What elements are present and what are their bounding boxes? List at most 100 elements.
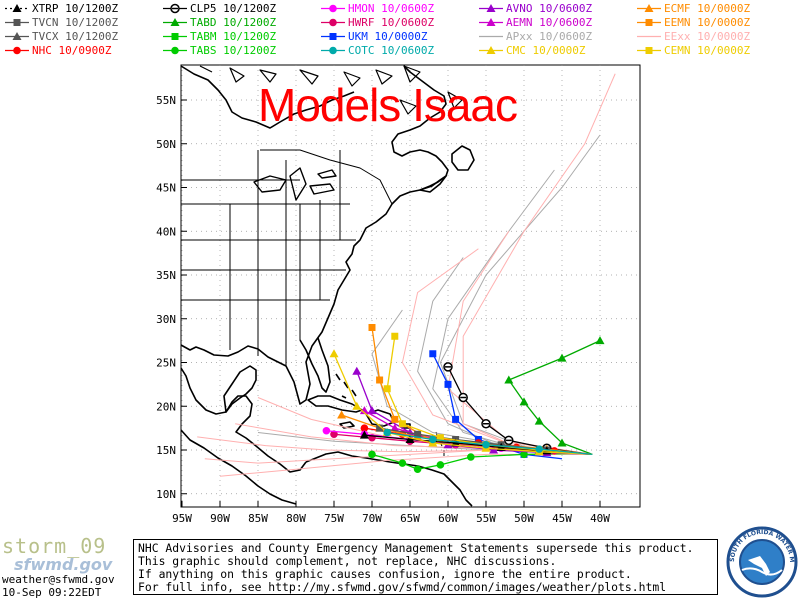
contact-email[interactable]: weather@sfwmd.gov: [2, 573, 115, 586]
track-point: [413, 465, 422, 474]
lon-label: 45W: [552, 512, 572, 525]
legend-label: EEMN 10/0000Z: [664, 16, 751, 29]
lon-label: 75W: [324, 512, 344, 525]
track-point: [444, 380, 452, 388]
legend-symbol: [163, 18, 187, 26]
lon-label: 65W: [400, 512, 420, 525]
legend-item: ECMF 10/0000Z: [636, 2, 750, 15]
timestamp: 10-Sep 09:22EDT: [2, 586, 102, 599]
track-point: [368, 450, 376, 459]
track-tabd: [504, 336, 605, 455]
lon-label: 60W: [438, 512, 458, 525]
model-legend: XTRP 10/1200Z CLP5 10/1200Z HMON 10/0600Z A…: [0, 0, 800, 60]
legend-item: HMON 10/0600Z: [320, 2, 434, 15]
lon-label: 90W: [210, 512, 230, 525]
legend-marker: [644, 4, 654, 12]
track-point: [452, 415, 460, 423]
lat-label: 35N: [156, 269, 176, 282]
track-point: [368, 324, 376, 331]
track-point: [489, 445, 499, 454]
track-point: [436, 434, 444, 442]
legend-item: TVCX 10/1200Z: [4, 30, 118, 43]
newfoundland: [451, 145, 475, 171]
north-america-coast: [180, 65, 449, 405]
arctic-islands: [199, 65, 463, 115]
legend-label: APxx 10/0600Z: [506, 30, 593, 43]
legend-label: UKM 10/0000Z: [348, 30, 428, 43]
track-point: [436, 461, 445, 469]
legend-item: TABM 10/1200Z: [162, 30, 276, 43]
track-point: [398, 420, 406, 428]
legend-marker: [170, 18, 180, 26]
legend-symbol: [163, 33, 187, 40]
legend-marker: [13, 19, 21, 26]
legend-label: CEMN 10/0000Z: [664, 44, 751, 57]
track-point: [322, 426, 331, 435]
track-point: [519, 397, 529, 406]
legend-item: TVCN 10/1200Z: [4, 16, 118, 29]
state-borders: [181, 149, 393, 366]
legend-label: XTRP 10/1200Z: [32, 2, 119, 15]
brand-name: sfwmd.gov: [14, 555, 113, 574]
lon-label: 85W: [248, 512, 268, 525]
lon-label: 70W: [362, 512, 382, 525]
legend-label: AVNO 10/0600Z: [506, 2, 593, 15]
legend-item: XTRP 10/1200Z: [4, 2, 118, 15]
track-point: [405, 435, 415, 443]
legend-symbol: [321, 18, 345, 27]
legend-marker: [486, 4, 496, 12]
disclaimer-link[interactable]: For full info, see http://my.sfwmd.gov/s…: [138, 580, 667, 594]
disclaimer-box: NHC Advisories and County Emergency Mana…: [133, 539, 718, 595]
florida: [299, 337, 331, 393]
model-tracks: [322, 324, 605, 474]
legend-item: EEMN 10/0000Z: [636, 16, 750, 29]
legend-marker: [13, 46, 21, 55]
legend-label: AEMN 10/0600Z: [506, 16, 593, 29]
legend-item: TABS 10/1200Z: [162, 44, 276, 57]
track-point: [557, 438, 567, 447]
track-cotc: [383, 428, 593, 456]
map-title: Models Isaac: [258, 79, 518, 131]
disclaimer-line: This graphic should complement, not repl…: [138, 554, 557, 568]
great-lakes: [253, 167, 337, 201]
legend-item: HWRF 10/0600Z: [320, 16, 434, 29]
legend-label: HWRF 10/0600Z: [348, 16, 435, 29]
legend-symbol: [479, 4, 503, 12]
lat-label: 45N: [156, 182, 176, 195]
legend-marker: [171, 33, 179, 40]
track-point: [557, 353, 567, 362]
legend-symbol: [321, 33, 345, 40]
bahamas: [335, 373, 357, 399]
legend-marker: [171, 46, 179, 55]
legend-item: COTC 10/0600Z: [320, 44, 434, 57]
legend-symbol: [479, 46, 503, 54]
legend-item: NHC 10/0900Z: [4, 44, 111, 57]
lat-label: 50N: [156, 138, 176, 151]
axis-ticks: 55N 50N 45N 40N 35N 30N 25N 20N 15N 10N 95W 90W 85W 8…: [156, 94, 610, 525]
legend-marker: [486, 46, 496, 54]
legend-label: TABD 10/1200Z: [190, 16, 277, 29]
legend-marker: [645, 47, 653, 54]
track-line: [432, 353, 563, 460]
legend-label: ECMF 10/0000Z: [664, 2, 751, 15]
track-point: [329, 349, 339, 358]
legend-marker: [645, 19, 653, 26]
legend-symbol: [637, 19, 661, 26]
south-america-coast: [305, 451, 473, 507]
disclaimer-line: NHC Advisories and County Emergency Mana…: [138, 541, 694, 555]
legend-symbol: [5, 19, 29, 26]
legend-marker: [12, 32, 22, 40]
coastlines: [180, 65, 475, 507]
legend-label: TABS 10/1200Z: [190, 44, 277, 57]
legend-symbol: [163, 3, 187, 14]
gulf-mexico-coast: [180, 367, 307, 473]
legend-item: UKM 10/0000Z: [320, 30, 427, 43]
lat-label: 15N: [156, 444, 176, 457]
ensemble-track-line: [401, 248, 593, 455]
legend-symbol: [637, 4, 661, 12]
track-point: [383, 385, 391, 393]
legend-marker: [329, 18, 337, 27]
track-point: [376, 424, 384, 432]
track-point: [359, 430, 369, 439]
